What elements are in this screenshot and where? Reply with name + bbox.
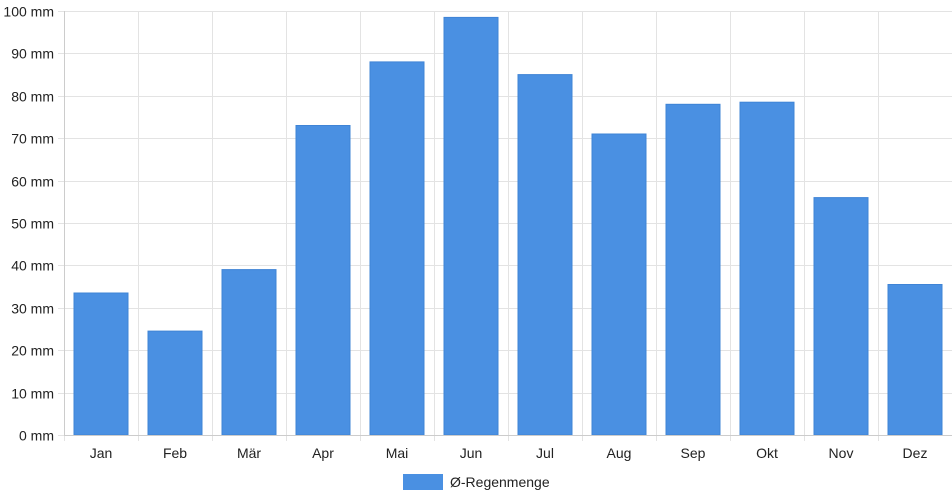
bar-series xyxy=(73,16,943,436)
bar-mai[interactable] xyxy=(369,61,425,436)
x-tick-label: Sep xyxy=(681,445,706,461)
legend[interactable]: Ø-Regenmenge xyxy=(403,474,550,490)
x-tick-label: Dez xyxy=(903,445,928,461)
x-tick-label: Mai xyxy=(386,445,409,461)
bar-okt[interactable] xyxy=(739,101,795,436)
bar-feb[interactable] xyxy=(147,330,203,436)
y-tick-label: 20 mm xyxy=(11,343,54,359)
x-tick-label: Nov xyxy=(829,445,854,461)
bar-apr[interactable] xyxy=(295,125,351,436)
bar-jan[interactable] xyxy=(73,292,129,436)
x-tick-label: Apr xyxy=(312,445,334,461)
legend-swatch[interactable] xyxy=(403,474,443,490)
bar-jul[interactable] xyxy=(517,74,573,436)
y-axis-tick-labels: 0 mm 10 mm 20 mm 30 mm 40 mm 50 mm 60 mm 70 mm 8… xyxy=(3,4,54,444)
bar-mär[interactable] xyxy=(221,269,277,436)
y-tick-label: 100 mm xyxy=(3,4,54,20)
y-tick-label: 60 mm xyxy=(11,174,54,190)
y-tick-label: 0 mm xyxy=(19,428,54,444)
y-tick-label: 70 mm xyxy=(11,131,54,147)
y-tick-label: 40 mm xyxy=(11,258,54,274)
bar-sep[interactable] xyxy=(665,103,721,436)
y-tick-label: 10 mm xyxy=(11,386,54,402)
y-tick-label: 90 mm xyxy=(11,46,54,62)
y-tick-label: 30 mm xyxy=(11,301,54,317)
bar-jun[interactable] xyxy=(443,16,499,436)
x-axis-tick-labels: Jan Feb Mär Apr Mai Jun Jul Aug Sep Okt Nov Dez xyxy=(90,445,928,461)
bar-nov[interactable] xyxy=(813,197,869,436)
legend-label[interactable]: Ø-Regenmenge xyxy=(450,474,550,490)
bar-dez[interactable] xyxy=(887,284,943,436)
x-tick-label: Jan xyxy=(90,445,113,461)
x-tick-label: Feb xyxy=(163,445,187,461)
x-tick-label: Jun xyxy=(460,445,483,461)
bar-aug[interactable] xyxy=(591,133,647,436)
x-tick-label: Okt xyxy=(756,445,778,461)
axes xyxy=(64,11,952,436)
x-tick-label: Mär xyxy=(237,445,261,461)
y-tick-label: 80 mm xyxy=(11,89,54,105)
x-tick-label: Jul xyxy=(536,445,554,461)
x-tick-label: Aug xyxy=(607,445,632,461)
y-tick-label: 50 mm xyxy=(11,216,54,232)
